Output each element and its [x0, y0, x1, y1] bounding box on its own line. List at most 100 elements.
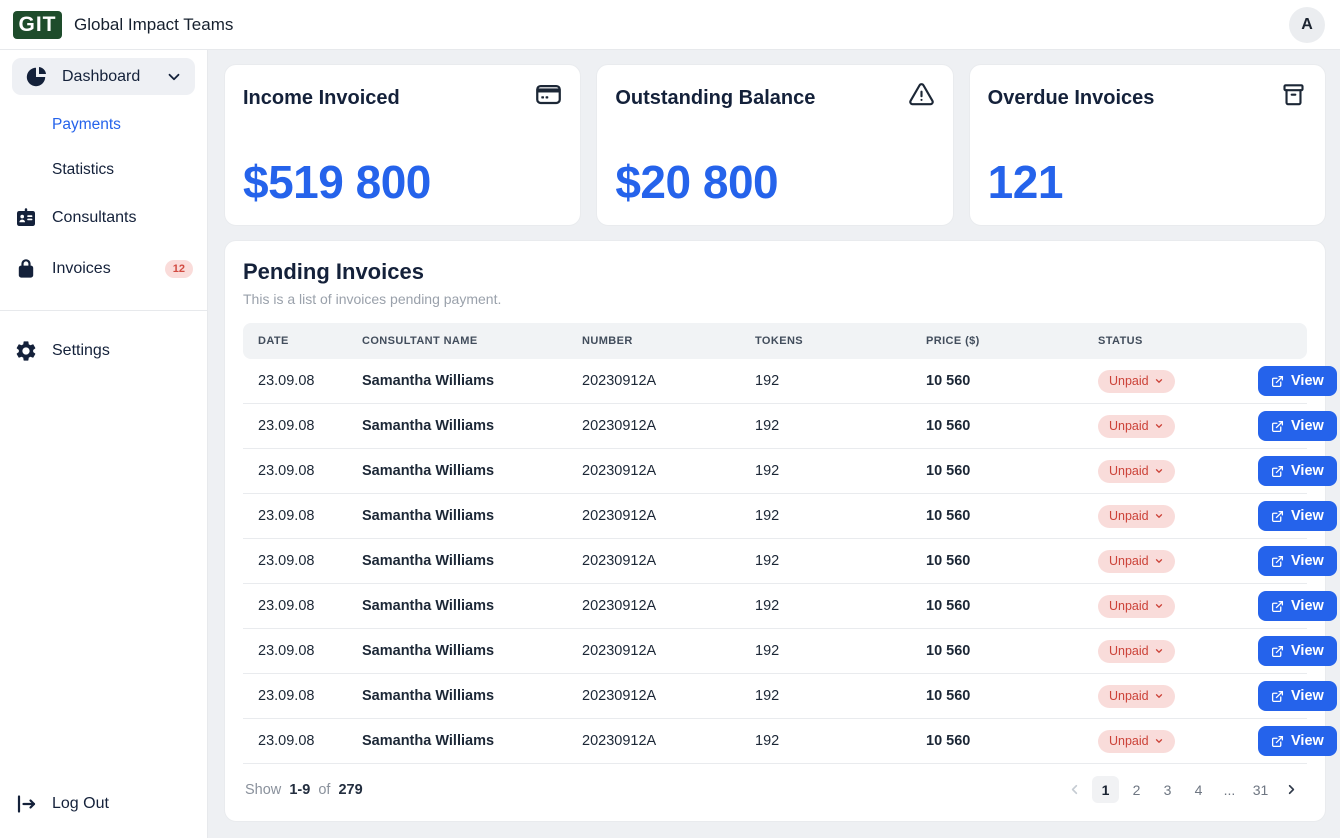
status-dropdown[interactable]: Unpaid	[1098, 504, 1175, 528]
previous-page-icon[interactable]	[1061, 776, 1088, 803]
pagination: Show 1-9 of 279 1 2	[243, 776, 1307, 803]
page-button[interactable]: 2	[1123, 776, 1150, 803]
card-title: Income Invoiced	[243, 87, 400, 109]
status-dropdown[interactable]: Unpaid	[1098, 639, 1175, 663]
status-dropdown[interactable]: Unpaid	[1098, 549, 1175, 573]
chevron-down-icon	[1155, 424, 1162, 428]
page-button[interactable]: 3	[1154, 776, 1181, 803]
table-row: 23.09.08 Samantha Williams 20230912A 192…	[243, 449, 1337, 494]
status-dropdown[interactable]: Unpaid	[1098, 369, 1175, 393]
page-button[interactable]: ...	[1216, 776, 1243, 803]
status-dropdown[interactable]: Unpaid	[1098, 684, 1175, 708]
sidebar-item-invoices[interactable]: Invoices 12	[0, 257, 207, 281]
id-badge-icon	[14, 206, 38, 230]
table-row: 23.09.08 Samantha Williams 20230912A 192…	[243, 629, 1337, 674]
sidebar-item-label: Consultants	[52, 209, 137, 226]
status-label: Unpaid	[1109, 419, 1149, 433]
status-label: Unpaid	[1109, 734, 1149, 748]
cell-consultant-name: Samantha Williams	[362, 733, 495, 749]
external-link-icon	[1271, 420, 1284, 432]
view-button[interactable]: View	[1258, 366, 1337, 396]
view-button[interactable]: View	[1258, 726, 1337, 756]
status-label: Unpaid	[1109, 599, 1149, 613]
pagination-controls: 1 2 3 4 ... 31	[1061, 776, 1305, 803]
external-link-icon	[1271, 510, 1284, 522]
page-buttons: 1 2 3 4 ... 31	[1092, 776, 1274, 803]
cell-date: 23.09.08	[258, 418, 315, 434]
sidebar-item-label: Settings	[52, 342, 110, 359]
view-button-label: View	[1291, 418, 1324, 434]
status-label: Unpaid	[1109, 374, 1149, 388]
card-outstanding-balance: Outstanding Balance $20 800	[596, 64, 954, 226]
panel-subtitle: This is a list of invoices pending payme…	[243, 291, 502, 307]
bag-icon	[14, 257, 38, 281]
cell-number: 20230912A	[582, 463, 657, 479]
view-button[interactable]: View	[1258, 546, 1337, 576]
column-header: NUMBER	[582, 335, 633, 347]
card-title: Overdue Invoices	[987, 87, 1155, 109]
table-row: 23.09.08 Samantha Williams 20230912A 192…	[243, 359, 1337, 404]
status-dropdown[interactable]: Unpaid	[1098, 594, 1175, 618]
show-label: Show	[245, 781, 282, 798]
status-dropdown[interactable]: Unpaid	[1098, 459, 1175, 483]
cell-tokens: 192	[755, 463, 780, 479]
external-link-icon	[1271, 690, 1284, 702]
sidebar-item-consultants[interactable]: Consultants	[0, 206, 207, 230]
panel-title: Pending Invoices	[243, 259, 424, 284]
card-value: $519 800	[243, 156, 431, 208]
page-button[interactable]: 1	[1092, 776, 1119, 803]
status-label: Unpaid	[1109, 689, 1149, 703]
archive-icon	[1280, 81, 1307, 108]
status-label: Unpaid	[1109, 509, 1149, 523]
sidebar-item-dashboard[interactable]: Dashboard	[12, 58, 195, 95]
status-dropdown[interactable]: Unpaid	[1098, 414, 1175, 438]
view-button-label: View	[1291, 463, 1324, 479]
next-page-icon[interactable]	[1278, 776, 1305, 803]
card-overdue-invoices: Overdue Invoices 121	[968, 64, 1326, 226]
view-button-label: View	[1291, 733, 1324, 749]
status-label: Unpaid	[1109, 644, 1149, 658]
cell-tokens: 192	[755, 418, 780, 434]
table-row: 23.09.08 Samantha Williams 20230912A 192…	[243, 539, 1337, 584]
card-value: $20 800	[615, 156, 779, 208]
logout-icon	[14, 792, 38, 816]
column-header: CONSULTANT NAME	[362, 335, 478, 347]
external-link-icon	[1271, 600, 1284, 612]
cell-number: 20230912A	[582, 688, 657, 704]
view-button[interactable]: View	[1258, 411, 1337, 441]
view-button[interactable]: View	[1258, 501, 1337, 531]
pagination-summary: Show 1-9 of 279	[245, 782, 367, 798]
sidebar-item-payments[interactable]: Payments	[52, 116, 121, 133]
sidebar-item-label: Invoices	[52, 260, 111, 277]
cell-number: 20230912A	[582, 643, 657, 659]
status-dropdown[interactable]: Unpaid	[1098, 729, 1175, 753]
cell-date: 23.09.08	[258, 598, 315, 614]
cell-price: 10 560	[926, 373, 971, 389]
table-row: 23.09.08 Samantha Williams 20230912A 192…	[243, 494, 1337, 539]
view-button[interactable]: View	[1258, 681, 1337, 711]
table-row: 23.09.08 Samantha Williams 20230912A 192…	[243, 584, 1337, 629]
cell-consultant-name: Samantha Williams	[362, 418, 495, 434]
card-title: Outstanding Balance	[615, 87, 816, 109]
cell-date: 23.09.08	[258, 688, 315, 704]
view-button[interactable]: View	[1258, 636, 1337, 666]
external-link-icon	[1271, 555, 1284, 567]
chevron-down-icon	[1155, 514, 1162, 518]
view-button[interactable]: View	[1258, 456, 1337, 486]
sidebar-item-settings[interactable]: Settings	[0, 339, 207, 363]
sidebar-item-label: Log Out	[52, 795, 109, 812]
cell-tokens: 192	[755, 643, 780, 659]
page-button[interactable]: 4	[1185, 776, 1212, 803]
sidebar-item-label: Dashboard	[62, 67, 141, 85]
chevron-down-icon	[1155, 604, 1162, 608]
user-avatar[interactable]: A	[1289, 6, 1325, 43]
view-button[interactable]: View	[1258, 591, 1337, 621]
sidebar-item-statistics[interactable]: Statistics	[52, 161, 115, 178]
column-header: PRICE ($)	[926, 335, 980, 347]
page-button[interactable]: 31	[1247, 776, 1274, 803]
status-label: Unpaid	[1109, 554, 1149, 568]
view-button-label: View	[1291, 643, 1324, 659]
cell-consultant-name: Samantha Williams	[362, 688, 495, 704]
cell-date: 23.09.08	[258, 373, 315, 389]
sidebar-item-logout[interactable]: Log Out	[0, 792, 207, 816]
